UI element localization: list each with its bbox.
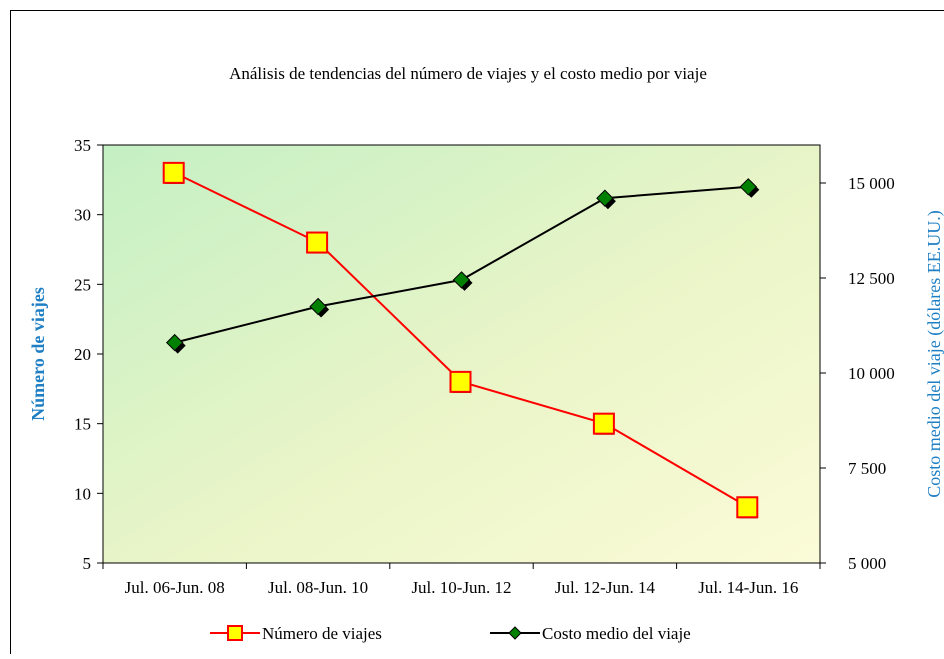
marker: [594, 414, 614, 434]
x-tick-label: Jul. 14-Jun. 16: [698, 578, 798, 597]
legend-label: Costo medio del viaje: [542, 624, 691, 643]
y-tick-label: 30: [74, 206, 91, 225]
chart-title: Análisis de tendencias del número de via…: [229, 64, 707, 83]
y2-tick-label: 12 500: [848, 269, 895, 288]
y-tick-label: 25: [74, 275, 91, 294]
x-tick-label: Jul. 12-Jun. 14: [555, 578, 656, 597]
marker: [737, 497, 757, 517]
y2-tick-label: 15 000: [848, 174, 895, 193]
legend-marker: [228, 626, 242, 640]
y-tick-label: 15: [74, 415, 91, 434]
x-tick-label: Jul. 10-Jun. 12: [411, 578, 511, 597]
x-tick-label: Jul. 08-Jun. 10: [268, 578, 368, 597]
y-tick-label: 10: [74, 484, 91, 503]
y-axis-label: Número de viajes: [28, 287, 48, 421]
marker: [164, 163, 184, 183]
y-tick-label: 5: [83, 554, 92, 573]
y-tick-label: 20: [74, 345, 91, 364]
plot-area: [103, 145, 820, 563]
marker: [307, 233, 327, 253]
y2-axis-label: Costo medio del viaje (dólares EE.UU.): [924, 210, 944, 497]
y2-tick-label: 7 500: [848, 459, 886, 478]
marker: [451, 372, 471, 392]
legend-label: Número de viajes: [262, 624, 382, 643]
y2-tick-label: 5 000: [848, 554, 886, 573]
y2-tick-label: 10 000: [848, 364, 895, 383]
y-tick-label: 35: [74, 136, 91, 155]
x-tick-label: Jul. 06-Jun. 08: [125, 578, 225, 597]
